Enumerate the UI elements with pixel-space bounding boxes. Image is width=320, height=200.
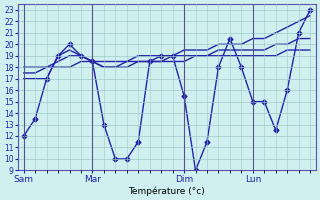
X-axis label: Température (°c): Température (°c) [129,186,205,196]
